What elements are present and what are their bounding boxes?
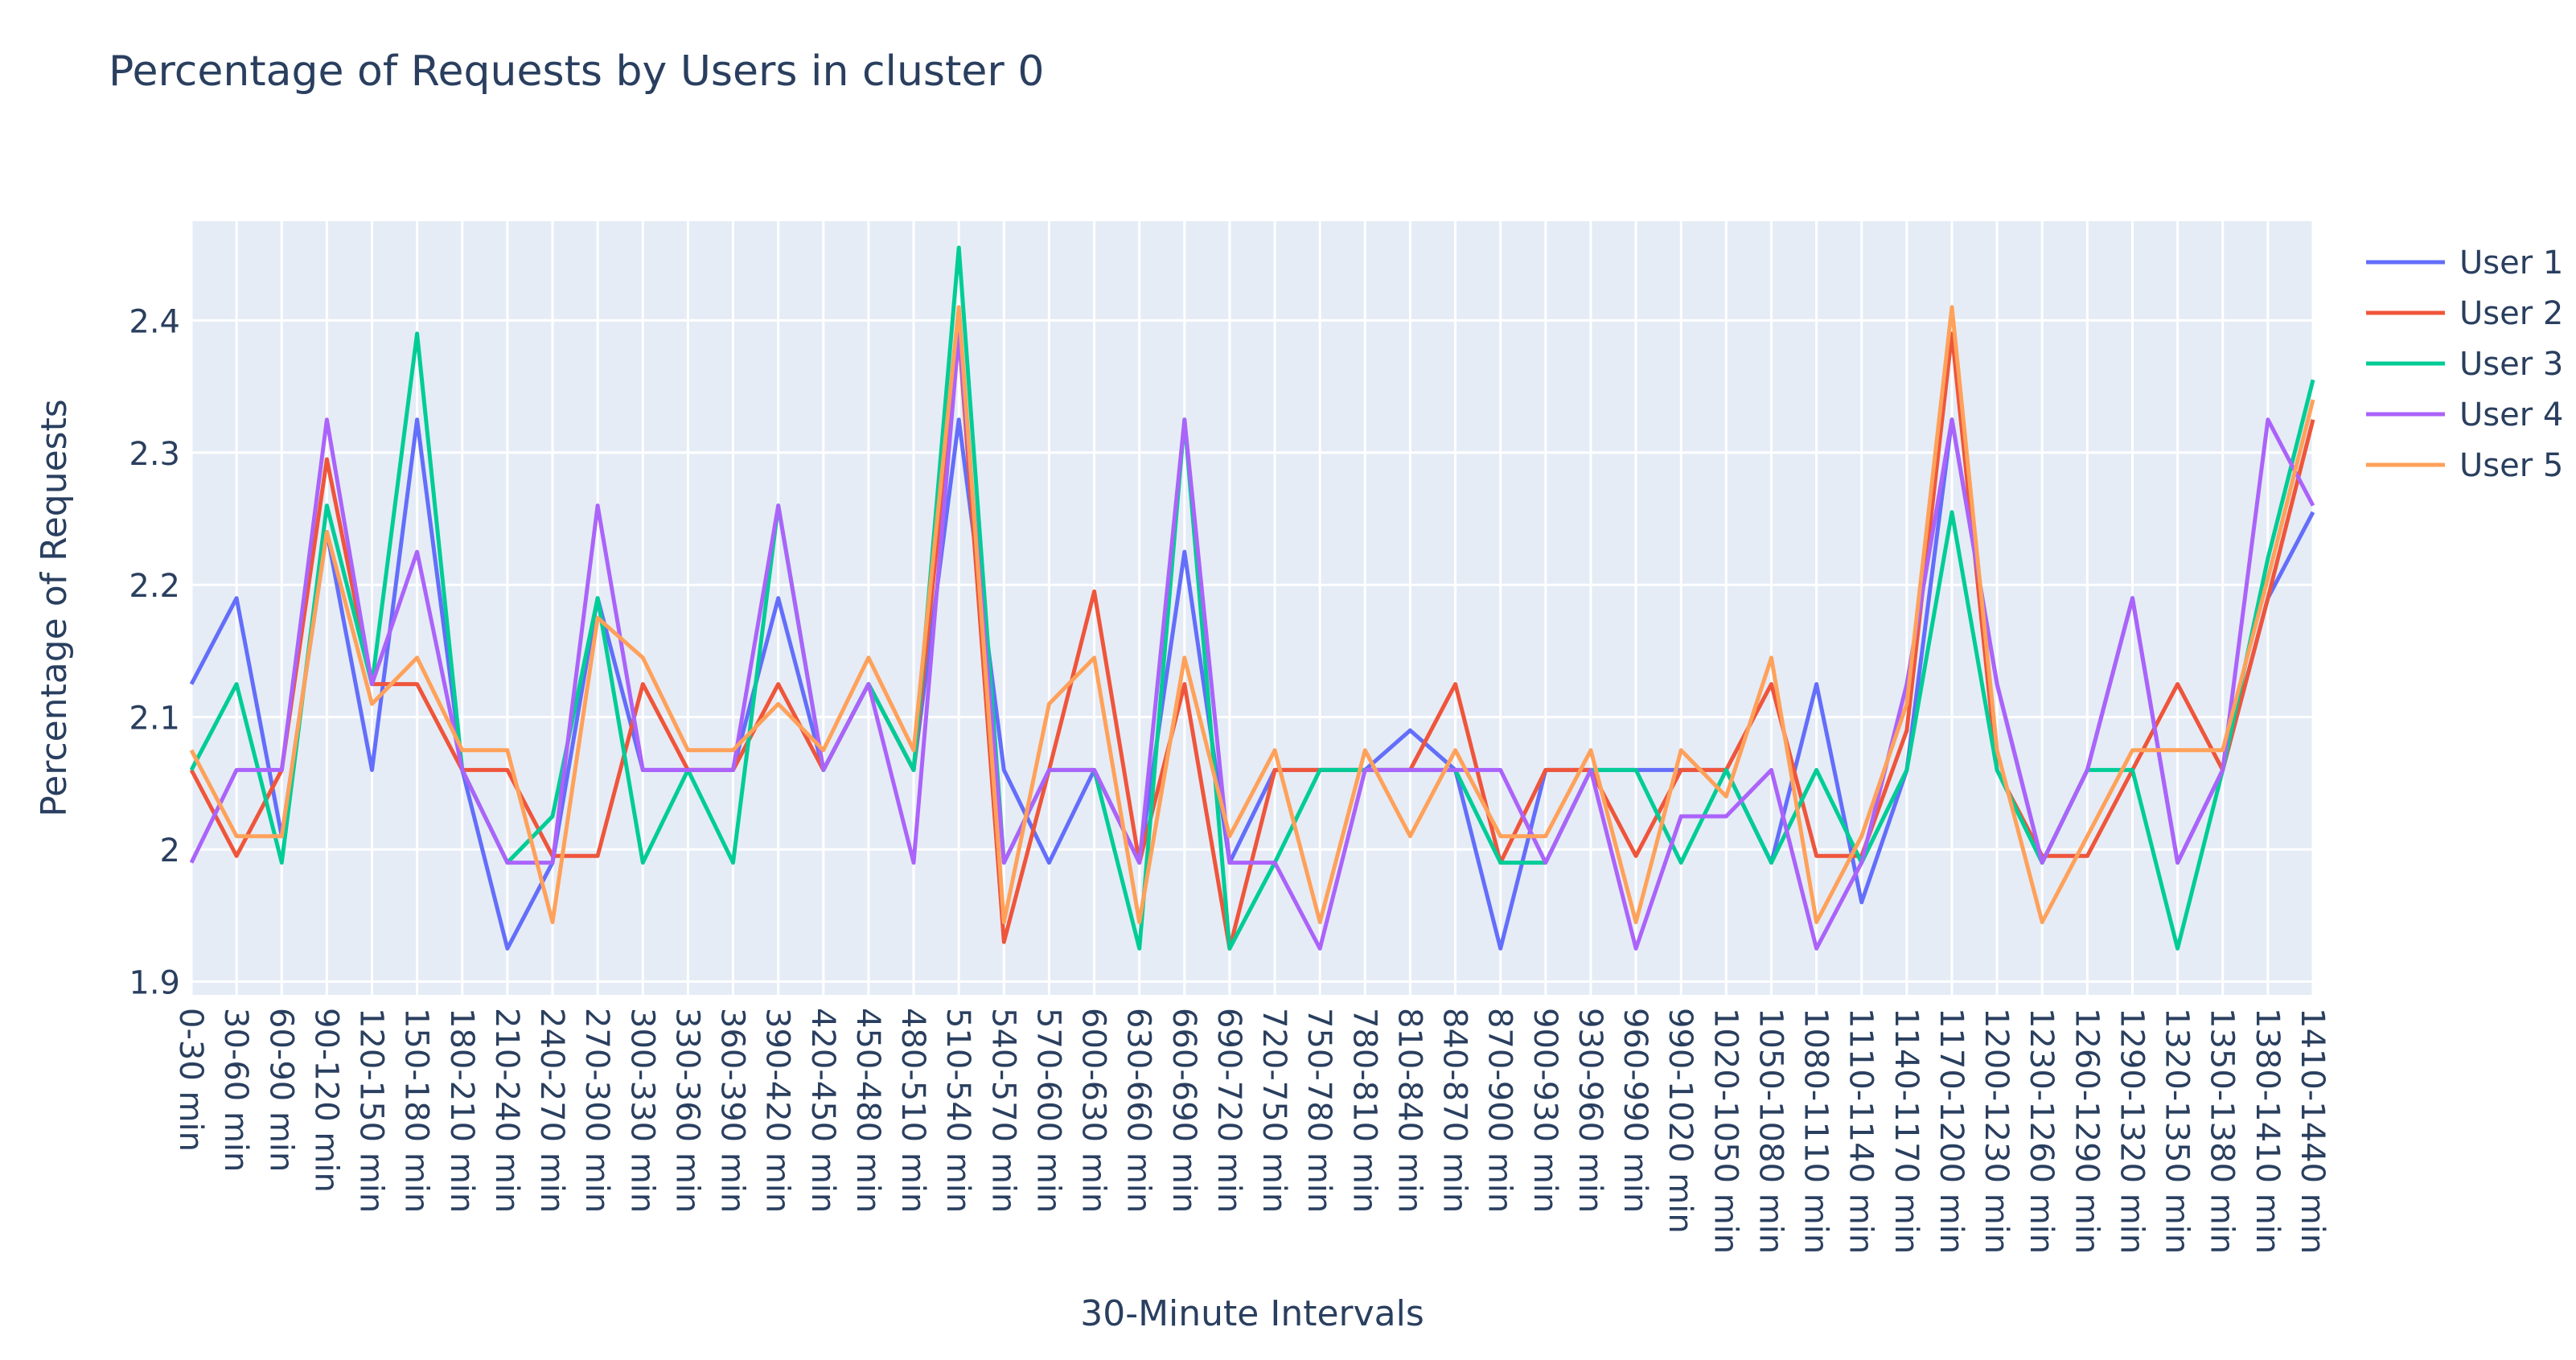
- chart-title: Percentage of Requests by Users in clust…: [109, 47, 1044, 96]
- x-tick-label: 900-930 min: [1526, 1008, 1563, 1213]
- legend-label: User 4: [2459, 396, 2563, 433]
- x-tick-label: 1410-1440 min: [2294, 1008, 2331, 1254]
- x-tick-label: 720-750 min: [1255, 1008, 1292, 1213]
- x-tick-label: 270-300 min: [578, 1008, 615, 1213]
- x-tick-label: 600-630 min: [1075, 1008, 1112, 1213]
- x-tick-label: 180-210 min: [443, 1008, 480, 1213]
- x-tick-label: 450-480 min: [849, 1008, 886, 1213]
- x-tick-label: 1200-1230 min: [1978, 1008, 2015, 1254]
- y-axis-label: Percentage of Requests: [34, 399, 75, 817]
- x-tick-label: 870-900 min: [1481, 1008, 1518, 1213]
- x-tick-label: 570-600 min: [1029, 1008, 1066, 1213]
- x-tick-label: 660-690 min: [1165, 1008, 1202, 1213]
- x-tick-label: 510-540 min: [939, 1008, 976, 1213]
- x-axis-ticks: 0-30 min 30-60 min 60-90 min 90-120 min 120-…: [172, 1008, 2331, 1254]
- x-tick-label: 210-240 min: [488, 1008, 525, 1213]
- x-tick-label: 1080-1110 min: [1797, 1008, 1834, 1254]
- y-tick-label: 2.3: [129, 436, 180, 473]
- x-tick-label: 930-960 min: [1571, 1008, 1608, 1213]
- x-tick-label: 1170-1200 min: [1933, 1008, 1970, 1254]
- x-tick-label: 30-60 min: [217, 1008, 254, 1172]
- x-tick-label: 1110-1140 min: [1843, 1008, 1880, 1254]
- x-tick-label: 1290-1320 min: [2113, 1008, 2150, 1254]
- x-tick-label: 840-870 min: [1436, 1008, 1473, 1213]
- x-tick-label: 0-30 min: [172, 1008, 209, 1152]
- x-tick-label: 1260-1290 min: [2068, 1008, 2105, 1254]
- y-tick-label: 1.9: [129, 965, 180, 1002]
- x-tick-label: 990-1020 min: [1662, 1008, 1699, 1234]
- x-tick-label: 690-720 min: [1210, 1008, 1247, 1213]
- x-tick-label: 1380-1410 min: [2249, 1008, 2286, 1254]
- legend: User 1 User 2 User 3 User 4 User 5: [2366, 244, 2563, 484]
- x-tick-label: 330-360 min: [668, 1008, 705, 1213]
- x-tick-label: 1050-1080 min: [1752, 1008, 1789, 1254]
- y-tick-label: 2.2: [129, 568, 180, 605]
- y-tick-label: 2: [160, 832, 180, 869]
- y-tick-label: 2.4: [129, 303, 180, 340]
- legend-label: User 1: [2459, 244, 2563, 281]
- y-axis-ticks: 1.9 2 2.1 2.2 2.3 2.4: [129, 303, 180, 1001]
- legend-label: User 2: [2459, 295, 2563, 332]
- x-tick-label: 420-450 min: [804, 1008, 841, 1213]
- series-lines: [189, 245, 2315, 951]
- x-tick-label: 240-270 min: [533, 1008, 570, 1213]
- x-tick-label: 120-150 min: [353, 1008, 390, 1213]
- legend-label: User 5: [2459, 447, 2563, 484]
- series-line-user-3: [189, 245, 2315, 951]
- x-tick-label: 630-660 min: [1120, 1008, 1157, 1213]
- x-tick-label: 1230-1260 min: [2023, 1008, 2060, 1254]
- x-tick-label: 780-810 min: [1346, 1008, 1382, 1213]
- x-tick-label: 300-330 min: [623, 1008, 660, 1213]
- plot-area: [191, 221, 2313, 995]
- x-tick-label: 480-510 min: [894, 1008, 931, 1213]
- x-tick-label: 750-780 min: [1300, 1008, 1337, 1213]
- x-tick-label: 1140-1170 min: [1888, 1008, 1925, 1254]
- x-tick-label: 1350-1380 min: [2204, 1008, 2241, 1254]
- series-line-user-2: [189, 331, 2315, 951]
- x-tick-label: 810-840 min: [1391, 1008, 1428, 1213]
- x-tick-label: 390-420 min: [759, 1008, 796, 1213]
- series-line-user-4: [189, 331, 2315, 951]
- x-tick-label: 90-120 min: [307, 1008, 344, 1193]
- x-tick-label: 540-570 min: [984, 1008, 1021, 1213]
- x-axis-label: 30-Minute Intervals: [1080, 1293, 1424, 1334]
- x-tick-label: 150-180 min: [398, 1008, 435, 1213]
- x-tick-label: 1320-1350 min: [2159, 1008, 2196, 1254]
- x-tick-label: 960-990 min: [1617, 1008, 1654, 1213]
- x-tick-label: 1020-1050 min: [1707, 1008, 1744, 1254]
- legend-label: User 3: [2459, 346, 2563, 383]
- series-line-user-5: [189, 305, 2315, 925]
- y-tick-label: 2.1: [129, 701, 180, 738]
- x-tick-label: 60-90 min: [262, 1008, 299, 1172]
- x-tick-label: 360-390 min: [714, 1008, 751, 1213]
